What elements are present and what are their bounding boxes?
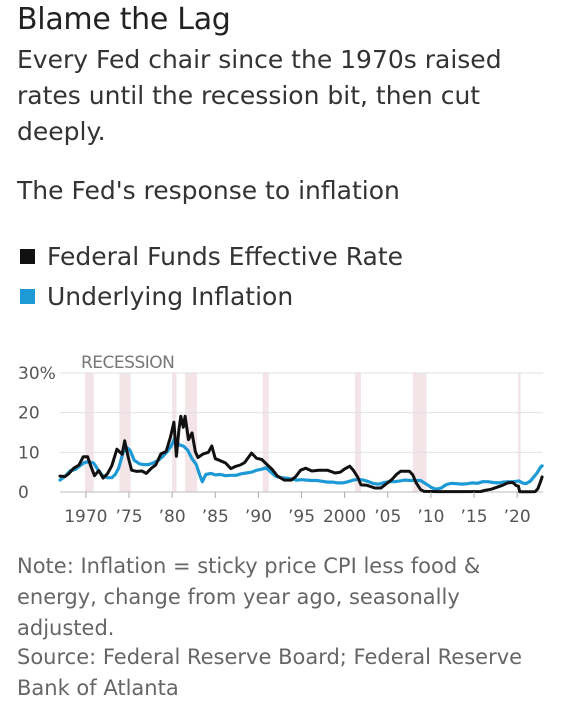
legend-label-fed-funds: Federal Funds Effective Rate <box>47 241 404 271</box>
recession-band-7 <box>517 373 521 492</box>
gridlines <box>60 372 543 493</box>
legend-label-inflation: Underlying Inflation <box>47 281 294 311</box>
y-axis-ticks: 30% 20 10 0 <box>18 364 56 503</box>
legend-item-fed-funds: Federal Funds Effective Rate <box>17 236 403 276</box>
x-tick-label-6: 2000 <box>323 507 366 527</box>
line-chart: 30% 20 10 0 RECESSION 1970 ’75 ’80 ’85 ’90 ’95 20… <box>18 353 544 527</box>
x-tick-label-5: ’95 <box>288 507 315 527</box>
x-tick-label-8: ’10 <box>417 507 444 527</box>
x-tick-label-9: ’15 <box>460 507 487 527</box>
subheadline: Every Fed chair since the 1970s raised r… <box>17 45 502 146</box>
recession-band-5 <box>354 373 362 492</box>
recession-band-4 <box>262 373 269 492</box>
x-tick-label-10: ’20 <box>504 507 531 527</box>
x-tick-label-0: 1970 <box>64 507 107 527</box>
series-line-fed-funds <box>58 414 544 494</box>
legend-swatch-fed-funds <box>20 248 35 264</box>
recession-band-6 <box>412 373 427 492</box>
chart-title: The Fed's response to inflation <box>17 176 400 205</box>
headline: Blame the Lag <box>17 2 231 37</box>
x-tick-label-7: ’05 <box>374 507 401 527</box>
legend-item-inflation: Underlying Inflation <box>17 276 403 316</box>
y-tick-label-3: 0 <box>18 483 29 503</box>
chart-note: Note: Inflation = sticky price CPI less … <box>17 554 481 640</box>
recession-label: RECESSION <box>81 353 174 373</box>
x-tick-label-1: ’75 <box>115 507 142 527</box>
y-tick-label-1: 20 <box>18 404 40 424</box>
recession-band-0 <box>85 373 94 492</box>
x-tick-label-3: ’85 <box>202 507 229 527</box>
recession-bands <box>85 373 521 492</box>
recession-band-1 <box>119 373 131 492</box>
series-lines <box>58 414 544 494</box>
legend-swatch-inflation <box>20 288 35 304</box>
x-tick-label-4: ’90 <box>245 507 272 527</box>
x-tick-label-2: ’80 <box>159 507 186 527</box>
chart-source: Source: Federal Reserve Board; Federal R… <box>17 645 523 700</box>
legend: Federal Funds Effective Rate Underlying … <box>17 236 403 316</box>
series-line-inflation <box>58 436 544 491</box>
y-tick-label-2: 10 <box>18 443 40 463</box>
y-tick-label-0: 30% <box>18 364 56 384</box>
x-axis-ticks: 1970 ’75 ’80 ’85 ’90 ’95 2000 ’05 ’10 ’15 ’20 <box>64 492 531 527</box>
